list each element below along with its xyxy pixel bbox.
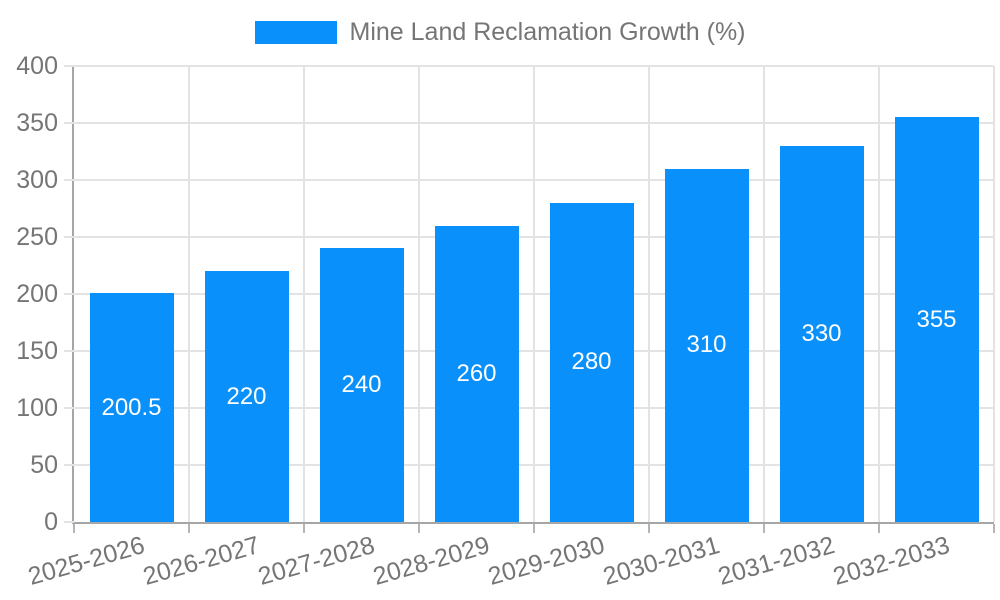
legend: Mine Land Reclamation Growth (%) — [0, 18, 1000, 47]
bar[interactable]: 240 — [319, 248, 404, 522]
y-axis-tick — [64, 122, 74, 124]
y-axis-tick — [64, 65, 74, 67]
y-axis-tick-label: 150 — [16, 337, 58, 365]
legend-label: Mine Land Reclamation Growth (%) — [349, 18, 746, 46]
bar-cell: 260 — [419, 66, 534, 522]
bar[interactable]: 200.5 — [89, 293, 174, 522]
bar-value-label: 330 — [801, 319, 842, 347]
bar[interactable]: 260 — [434, 225, 519, 522]
y-axis-tick-label: 250 — [16, 223, 58, 251]
y-axis-tick — [64, 293, 74, 295]
gridline-vertical — [648, 66, 650, 522]
legend-item[interactable]: Mine Land Reclamation Growth (%) — [254, 18, 746, 47]
bar-cell: 240 — [304, 66, 419, 522]
x-axis-tick — [303, 524, 305, 533]
gridline-vertical — [303, 66, 305, 522]
y-axis-tick-label: 50 — [30, 451, 58, 479]
bar-cell: 220 — [189, 66, 304, 522]
bar-cell: 355 — [879, 66, 994, 522]
bar-value-label: 310 — [686, 331, 727, 359]
bar-value-label: 260 — [456, 359, 497, 387]
x-axis-tick — [533, 524, 535, 533]
y-axis-tick — [64, 464, 74, 466]
x-axis-tick — [763, 524, 765, 533]
x-axis-tick — [993, 524, 995, 533]
bar[interactable]: 355 — [894, 117, 979, 522]
gridline-vertical — [188, 66, 190, 522]
y-axis-tick-label: 200 — [16, 280, 58, 308]
y-axis-tick — [64, 407, 74, 409]
gridline-vertical — [418, 66, 420, 522]
y-axis-tick — [64, 350, 74, 352]
x-axis-tick — [188, 524, 190, 533]
bar-cell: 280 — [534, 66, 649, 522]
bar-cell: 200.5 — [74, 66, 189, 522]
y-axis-tick-label: 100 — [16, 394, 58, 422]
bar-value-label: 355 — [916, 305, 957, 333]
bar[interactable]: 220 — [204, 271, 289, 522]
bar-value-label: 280 — [571, 348, 612, 376]
bar-cell: 310 — [649, 66, 764, 522]
gridline-vertical — [533, 66, 535, 522]
y-axis-tick-label: 350 — [16, 109, 58, 137]
gridline-vertical — [878, 66, 880, 522]
bar-cell: 330 — [764, 66, 879, 522]
bar[interactable]: 310 — [664, 168, 749, 522]
x-axis-tick — [73, 524, 75, 533]
plot-area: 200.5 220 240 260 280 310 330 355 — [72, 65, 995, 524]
y-axis-tick — [64, 521, 74, 523]
x-axis-tick — [648, 524, 650, 533]
x-axis-tick — [878, 524, 880, 533]
gridline-vertical — [993, 66, 995, 522]
gridline-vertical — [763, 66, 765, 522]
bar-value-label: 200.5 — [101, 393, 162, 421]
x-axis-tick — [418, 524, 420, 533]
bar-value-label: 220 — [226, 382, 267, 410]
y-axis-tick-label: 0 — [44, 508, 58, 536]
bar-value-label: 240 — [341, 371, 382, 399]
bar[interactable]: 280 — [549, 202, 634, 522]
y-axis-tick — [64, 179, 74, 181]
y-axis-tick-label: 400 — [16, 52, 58, 80]
legend-swatch-icon — [254, 21, 337, 44]
y-axis-tick-label: 300 — [16, 166, 58, 194]
bar[interactable]: 330 — [779, 145, 864, 522]
y-axis-tick — [64, 236, 74, 238]
